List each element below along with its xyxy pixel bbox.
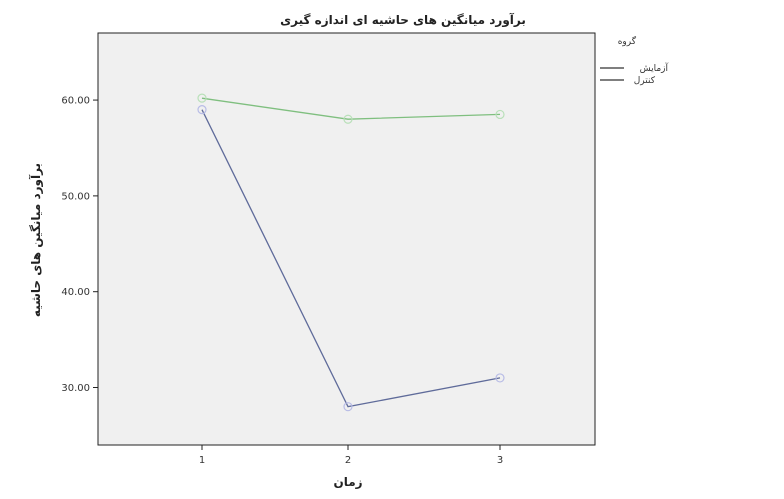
y-tick-label-3: 60.00 [61, 96, 90, 107]
series-line-0 [201, 109, 501, 408]
x-tick-label-1: 2 [345, 455, 351, 466]
legend-label-1: کنترل [634, 76, 656, 86]
legend-label-0: آزمایش [640, 62, 669, 74]
x-ticks: 1 2 3 [199, 445, 503, 466]
x-axis-label: زمان [333, 475, 362, 489]
series-0-point-0 [197, 105, 207, 115]
y-tick-label-1: 40.00 [61, 287, 90, 298]
series-1-point-2 [495, 109, 505, 120]
series-0-point-2 [495, 373, 505, 383]
y-tick-label-0: 30.00 [61, 383, 90, 394]
series-group [197, 93, 505, 412]
x-tick-label-2: 3 [497, 455, 503, 466]
series-line-1 [201, 97, 501, 120]
series-1-point-0 [197, 93, 207, 103]
y-tick-label-2: 50.00 [61, 191, 90, 202]
legend-title: گروه [618, 35, 637, 47]
y-axis-label: برآورد میانگین های حاشیه [28, 163, 44, 317]
legend: گروه آزمایش کنترل [600, 35, 668, 86]
x-tick-label-0: 1 [199, 455, 205, 466]
series-1-point-1 [343, 114, 353, 124]
series-0-point-1 [343, 402, 353, 412]
plot-area [97, 32, 596, 446]
chart-title: برآورد میانگین های حاشیه ای اندازه گیری [280, 12, 526, 28]
y-ticks: 30.00 40.00 50.00 60.00 [61, 96, 98, 394]
